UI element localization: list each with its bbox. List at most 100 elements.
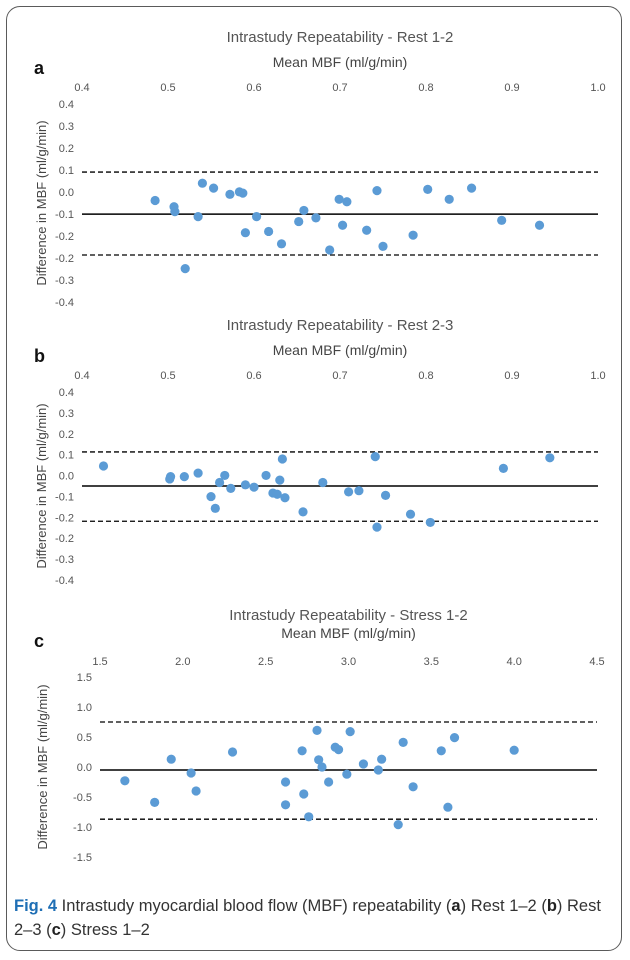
panel-b-y-tick-label: -0.2 — [55, 533, 74, 545]
panel-c-x-tick-label: 1.5 — [92, 656, 107, 668]
panel-c-data-point — [297, 746, 307, 756]
panel-c-y-tick-label: -1.0 — [73, 822, 92, 834]
panel-b-data-point — [354, 486, 364, 496]
panel-a-data-point — [208, 183, 219, 193]
panel-c-y-tick-label: 0.5 — [77, 732, 92, 744]
panel-b-y-tick-label: 0.2 — [59, 429, 74, 441]
panel-a-x-tick-label: 0.7 — [332, 82, 347, 94]
panel-b-x-tick-label: 0.6 — [246, 370, 261, 382]
panel-b-data-point — [206, 491, 216, 502]
panel-a-title: Intrastudy Repeatability - Rest 1-2 — [227, 29, 454, 46]
panel-c-y-tick-label: -1.5 — [73, 852, 92, 864]
caption-text-1: Intrastudy myocardial blood flow (MBF) r… — [57, 897, 452, 915]
panel-a-data-point — [264, 226, 274, 237]
panel-b-letter: b — [34, 346, 45, 366]
panel-b-data-point — [98, 461, 109, 471]
panel-c-data-point — [449, 733, 460, 743]
panel-a-data-point — [325, 245, 335, 255]
panel-c-data-point — [317, 762, 327, 772]
panel-a-x-tick-label: 0.5 — [160, 82, 175, 94]
panel-a-data-point — [238, 188, 248, 198]
panel-b-x-tick-label: 1.0 — [590, 370, 605, 382]
panel-c-data-point — [299, 789, 309, 799]
panel-a-data-point — [534, 220, 545, 230]
panel-b-y-tick-label: -0.4 — [55, 575, 74, 587]
panel-a-x-axis-label: Mean MBF (ml/g/min) — [273, 54, 408, 70]
caption-letter-c: c — [51, 921, 61, 939]
panel-b-data-point — [498, 463, 508, 473]
panel-c-x-tick-label: 2.5 — [258, 656, 273, 668]
figure-caption: Fig. 4 Intrastudy myocardial blood flow … — [14, 894, 614, 942]
panel-c-data-point — [280, 777, 291, 787]
panel-a-y-axis-label: Difference in MBF (ml/g/min) — [34, 120, 49, 285]
panel-a-data-point — [337, 220, 348, 230]
panel-a-data-point — [372, 186, 382, 196]
panel-a-data-point — [342, 197, 352, 207]
caption-figure-label: Fig. 4 — [14, 897, 58, 915]
panel-a-data-point — [334, 194, 344, 204]
caption-text-3: ) Rest 2–3 ( — [14, 897, 601, 939]
panel-a-x-tick-label: 0.6 — [246, 82, 261, 94]
panel-c-letter: c — [34, 631, 44, 651]
panel-c-data-point — [436, 746, 446, 756]
panel-b-data-point — [275, 475, 285, 485]
panel-b-data-point — [249, 482, 259, 492]
panel-b-data-point — [272, 489, 282, 499]
panel-b-y-tick-label: -0.3 — [55, 554, 74, 566]
panel-b-y-tick-label: -0.2 — [55, 512, 74, 524]
panel-b-data-point — [405, 509, 416, 519]
panel-a-data-point — [197, 178, 207, 188]
panel-b-data-point — [165, 472, 176, 482]
panel-a-data-point — [180, 263, 190, 274]
panel-a-data-point — [240, 228, 250, 238]
panel-a-data-point — [466, 183, 477, 193]
panel-a-y-tick-label: -0.3 — [55, 275, 74, 287]
caption-letter-b: b — [546, 897, 557, 915]
panel-b-data-point — [226, 483, 236, 493]
caption-text-4: ) Stress 1–2 — [60, 921, 150, 939]
panel-c-y-axis-label: Difference in MBF (ml/g/min) — [35, 684, 50, 849]
caption-letter-a: a — [451, 897, 461, 915]
panel-a-data-point — [276, 239, 287, 249]
panel-b-x-tick-label: 0.8 — [418, 370, 433, 382]
panel-b-data-point — [370, 452, 380, 462]
panel-c-x-tick-label: 4.5 — [589, 656, 604, 668]
panel-a-data-point — [299, 205, 309, 216]
panel-a-y-tick-label: -0.2 — [55, 253, 74, 265]
panel-b-x-tick-label: 0.7 — [332, 370, 347, 382]
panel-b-data-point — [545, 453, 555, 463]
panel-a-data-point — [251, 212, 262, 222]
panel-b-data-point — [220, 470, 230, 481]
panel-a-y-tick-label: -0.4 — [55, 297, 74, 309]
panel-c-data-point — [227, 747, 238, 757]
panel-a-x-tick-label: 0.4 — [74, 82, 89, 94]
panel-c-data-point — [150, 797, 160, 808]
panel-c-data-point — [166, 754, 176, 764]
panel-c-y-tick-label: -0.5 — [73, 792, 92, 804]
panel-c-y-tick-label: 0.0 — [77, 762, 92, 774]
panel-c-data-point — [408, 782, 418, 792]
panel-c-data-point — [191, 786, 201, 796]
panel-c-data-point — [358, 759, 369, 769]
panel-b-data-point — [193, 468, 203, 478]
panel-c-data-point — [333, 745, 344, 755]
panel-a-data-point — [378, 241, 388, 251]
panel-c-data-point — [312, 725, 322, 736]
panel-b-data-point — [425, 517, 435, 528]
panel-b-x-tick-label: 0.4 — [74, 370, 89, 382]
panel-b-y-tick-label: -0.1 — [55, 491, 74, 503]
panel-c-data-point — [314, 755, 324, 765]
panel-c-title: Intrastudy Repeatability - Stress 1-2 — [229, 607, 467, 624]
panel-c-data-point — [120, 776, 130, 786]
panel-b-data-point — [277, 454, 287, 464]
panel-a-data-point — [311, 213, 321, 223]
panel-a-data-point — [408, 230, 418, 240]
panel-a-data-point — [193, 212, 203, 222]
panel-b-title: Intrastudy Repeatability - Rest 2-3 — [227, 317, 454, 334]
panel-b-data-point — [240, 480, 250, 490]
panel-b-data-point — [210, 503, 220, 513]
panel-c-data-point — [186, 768, 196, 778]
panel-a-x-tick-label: 0.8 — [418, 82, 433, 94]
panel-c-data-point — [398, 737, 408, 748]
panel-b-data-point — [318, 477, 328, 488]
